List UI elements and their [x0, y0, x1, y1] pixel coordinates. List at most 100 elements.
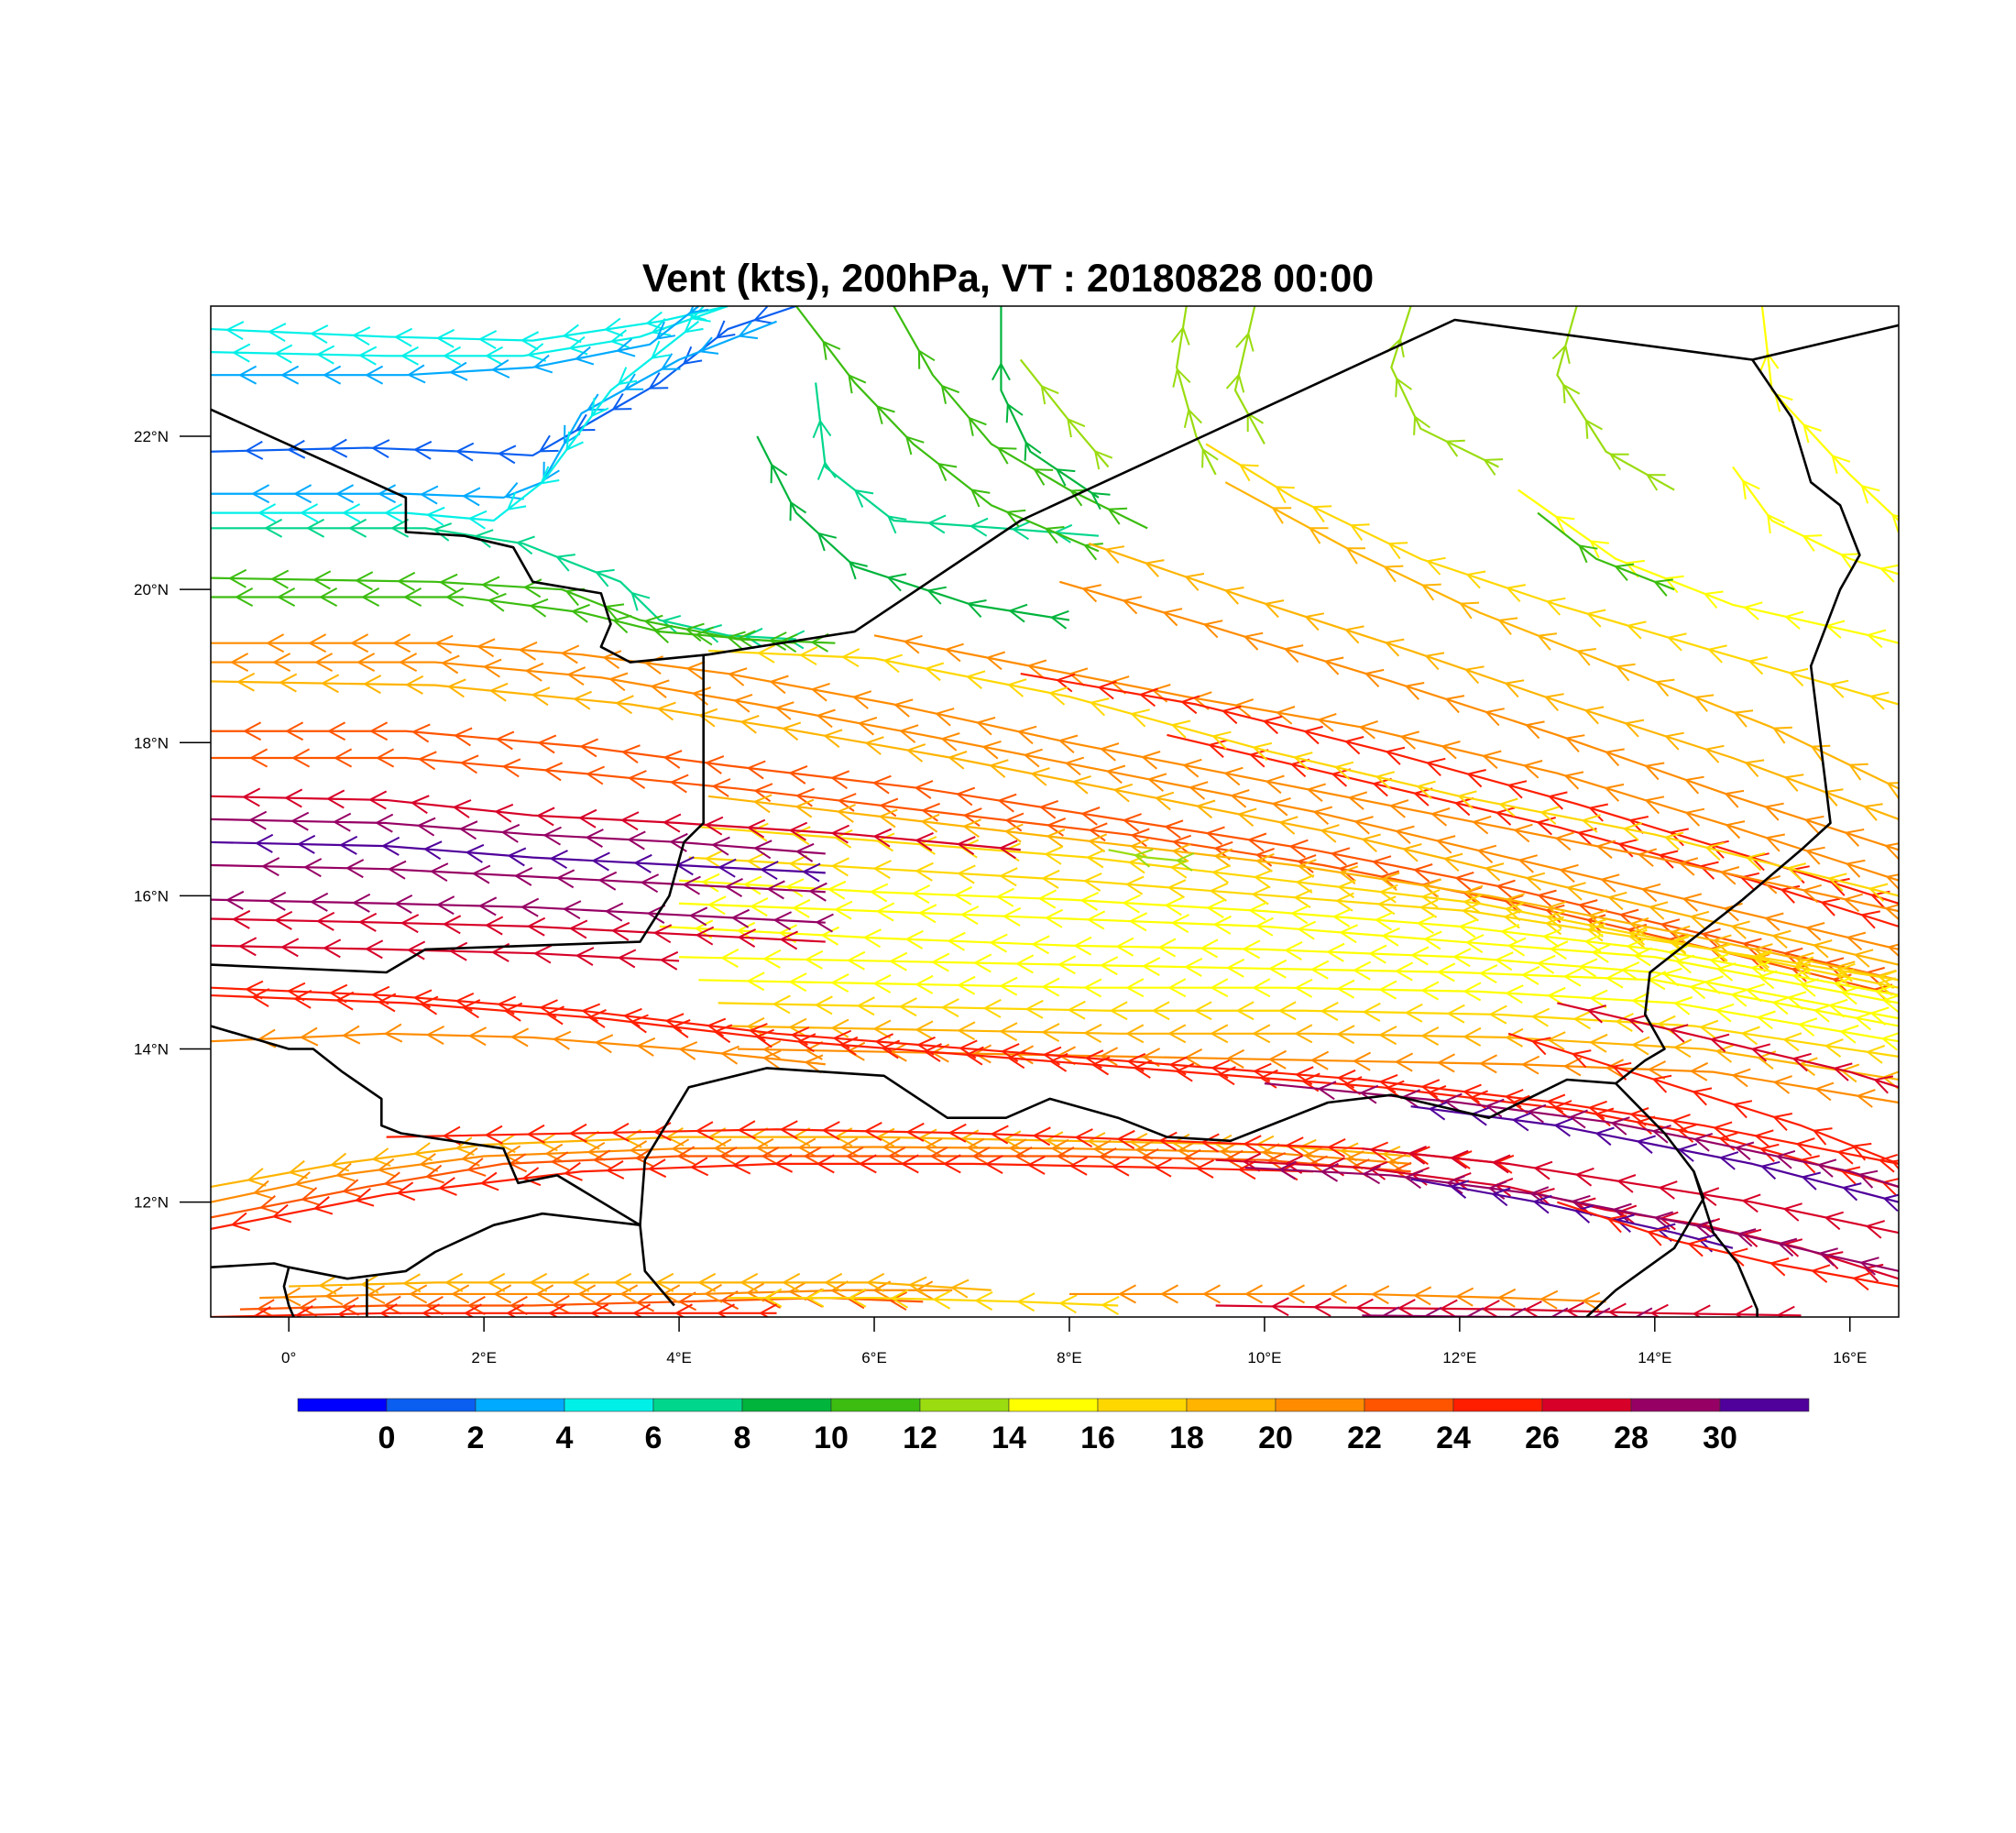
wind-arrowhead	[1352, 1051, 1372, 1071]
wind-arrowhead	[1814, 1081, 1835, 1102]
wind-arrowhead	[633, 853, 652, 873]
wind-arrowhead	[1536, 954, 1556, 974]
wind-arrowhead	[998, 840, 1018, 860]
wind-arrowhead	[1782, 947, 1803, 967]
wind-arrowhead	[1352, 960, 1372, 981]
wind-arrowhead	[1812, 1127, 1833, 1146]
wind-arrowhead	[1235, 1001, 1255, 1021]
wind-arrowhead	[981, 740, 1002, 760]
wind-arrowhead	[315, 345, 335, 365]
colorbar-label: 0	[378, 1421, 396, 1455]
wind-arrowhead	[923, 1043, 942, 1062]
wind-arrowhead	[1008, 603, 1028, 623]
colorbar-box	[297, 1398, 388, 1412]
wind-arrowhead	[1503, 909, 1523, 929]
wind-arrowhead	[1130, 708, 1150, 728]
wind-arrowhead	[655, 1272, 674, 1292]
wind-arrowhead	[620, 744, 641, 764]
streamline	[688, 850, 1899, 989]
wind-arrowhead	[560, 644, 580, 664]
wind-arrowhead	[260, 857, 280, 877]
wind-arrowhead	[459, 754, 479, 774]
wind-arrowhead	[627, 770, 647, 789]
wind-arrowhead	[225, 321, 245, 341]
wind-arrowhead	[1868, 883, 1889, 902]
wind-arrowhead	[460, 1147, 480, 1167]
wind-arrowhead	[1805, 846, 1825, 865]
wind-arrowhead	[301, 1187, 321, 1206]
wind-arrowhead	[1444, 695, 1465, 714]
axis-layer: 0° 2°E 4°E 6°E 8°E 10°E 12°E 14°E 16°E 12°N 14°N 16…	[134, 428, 1867, 1367]
wind-arrowhead	[1616, 1204, 1638, 1224]
wind-arrowhead	[645, 311, 665, 331]
wind-arrowhead	[341, 1025, 361, 1045]
wind-arrowhead	[290, 748, 311, 768]
wind-arrowhead	[1666, 632, 1687, 652]
wind-arrowhead	[1616, 1174, 1637, 1193]
wind-arrowhead	[1289, 758, 1310, 778]
streamline	[679, 895, 1899, 1013]
streamline	[1386, 306, 1504, 476]
wind-arrowhead	[1771, 995, 1791, 1015]
lon-tick-label: 10°E	[1247, 1349, 1281, 1367]
wind-arrowhead	[629, 1014, 649, 1034]
wind-arrowhead	[1404, 682, 1425, 700]
wind-arrowhead	[1151, 1001, 1170, 1021]
wind-arrowhead	[1716, 962, 1737, 982]
wind-arrowhead	[1485, 708, 1505, 727]
wind-arrowhead	[823, 729, 843, 748]
wind-arrowhead	[915, 1020, 934, 1040]
wind-arrowhead	[851, 690, 872, 709]
wind-arrowhead	[412, 1142, 433, 1161]
wind-arrowhead	[1851, 1142, 1872, 1161]
wind-arrowhead	[299, 503, 319, 523]
wind-arrowhead	[1394, 961, 1414, 982]
wind-arrowhead	[929, 1147, 948, 1166]
wind-arrowhead	[435, 328, 455, 348]
wind-arrowhead	[1704, 744, 1725, 763]
wind-arrowhead	[830, 770, 850, 790]
wind-arrowhead	[1607, 1302, 1627, 1317]
wind-arrowhead	[669, 774, 689, 794]
wind-arrowhead	[1678, 857, 1699, 876]
wind-arrowhead	[490, 358, 510, 379]
wind-arrowhead	[1342, 1076, 1363, 1095]
wind-arrowhead	[815, 913, 834, 933]
wind-arrowhead	[1292, 752, 1313, 771]
wind-arrowhead	[1420, 1026, 1440, 1046]
wind-arrowhead	[1651, 1125, 1671, 1144]
wind-arrowhead	[1788, 667, 1809, 687]
wind-arrowhead	[1088, 833, 1108, 853]
wind-arrowhead	[549, 850, 568, 870]
wind-arrowhead	[1107, 507, 1128, 525]
wind-arrowhead	[378, 1303, 398, 1317]
wind-arrowhead	[957, 1021, 976, 1041]
wind-arrowhead	[1769, 1257, 1790, 1277]
wind-arrowhead	[515, 535, 535, 555]
wind-arrowhead	[887, 1147, 906, 1166]
streamline	[211, 653, 1899, 958]
wind-arrowhead	[1081, 584, 1102, 603]
wind-arrowhead	[419, 485, 439, 505]
wind-arrowhead	[271, 1203, 292, 1224]
colorbar-label: 14	[992, 1421, 1026, 1455]
streamline	[211, 1153, 1314, 1232]
wind-arrowhead	[718, 858, 737, 878]
wind-arrowhead	[1835, 960, 1856, 980]
wind-arrowhead	[1271, 796, 1291, 817]
streamline	[1517, 488, 1899, 648]
wind-arrowhead	[593, 1293, 613, 1313]
wind-arrowhead	[1463, 884, 1484, 905]
wind-arrowhead	[1275, 706, 1296, 725]
wind-arrowhead	[487, 1272, 506, 1292]
country-border	[1693, 1170, 1759, 1317]
wind-arrowhead	[886, 573, 907, 592]
wind-arrowhead	[370, 439, 390, 458]
wind-arrowhead	[1715, 1044, 1735, 1063]
wind-arrowhead	[1484, 862, 1505, 882]
wind-arrowhead	[320, 674, 340, 694]
wind-arrowhead	[738, 321, 759, 340]
wind-arrowhead	[1171, 834, 1192, 854]
wind-arrowhead	[1098, 1147, 1117, 1167]
lon-tick-label: 14°E	[1638, 1349, 1671, 1367]
